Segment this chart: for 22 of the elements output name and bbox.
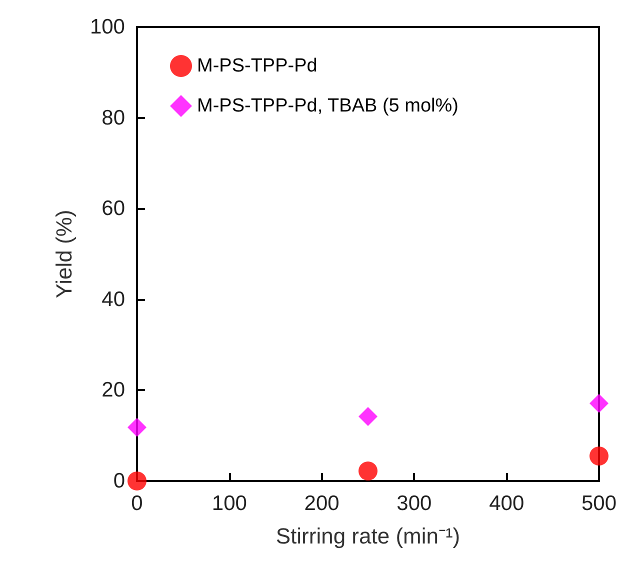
x-tick-label: 300 — [396, 492, 432, 515]
point — [590, 394, 608, 413]
y-tick-label: 100 — [90, 16, 125, 38]
x-axis-title: Stirring rate (min⁻¹) — [276, 524, 460, 548]
y-tick-label: 20 — [102, 378, 125, 402]
y-tick-label: 60 — [102, 197, 125, 220]
point — [358, 407, 378, 426]
y-tick-label: 40 — [102, 288, 125, 311]
x-tick-label: 500 — [581, 492, 617, 515]
point — [128, 418, 146, 437]
x-tick-label: 100 — [212, 492, 247, 515]
legend-label: M-PS-TPP-Pd, TBAB (5 mol%) — [197, 96, 458, 116]
point — [358, 462, 378, 481]
legend-label: M-PS-TPP-Pd — [197, 56, 318, 76]
point — [128, 472, 146, 490]
y-tick-label: 0 — [113, 470, 125, 492]
x-tick-label: 200 — [304, 492, 340, 515]
x-tick-label: 400 — [489, 492, 524, 515]
y-tick-label: 80 — [102, 106, 125, 130]
point — [590, 446, 608, 466]
y-axis-title: Yield (%) — [52, 210, 76, 298]
x-tick-label: 0 — [131, 492, 143, 515]
